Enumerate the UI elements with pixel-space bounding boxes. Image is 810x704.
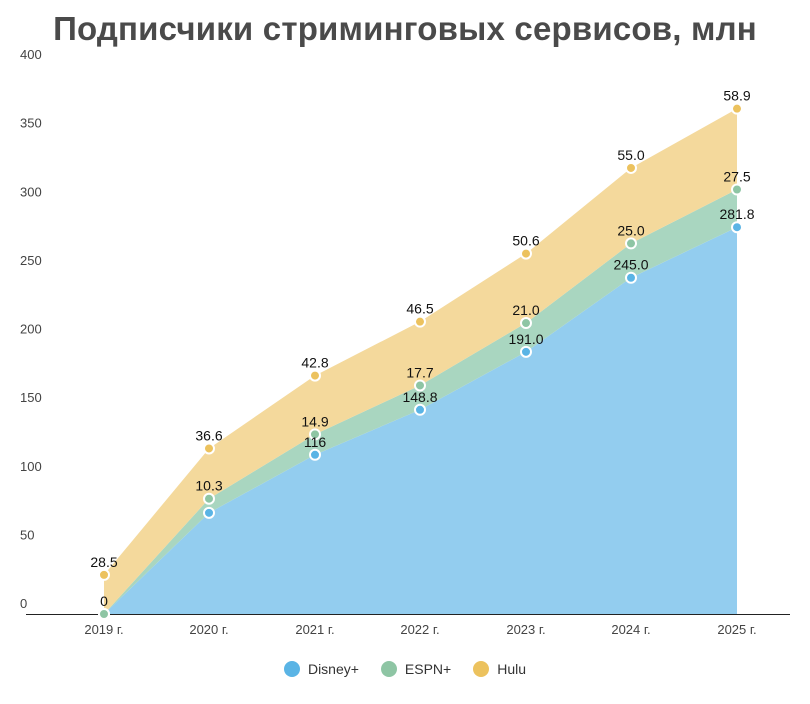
y-tick-label: 300: [20, 184, 42, 199]
legend-swatch-espn-: [380, 661, 397, 677]
x-tick-label: 2024 г.: [611, 622, 650, 637]
x-tick-label: 2025 г.: [717, 622, 756, 637]
y-tick-label: 50: [20, 527, 34, 542]
series-areas: [104, 108, 737, 615]
point-espn-: [625, 237, 637, 250]
point-espn-: [414, 379, 426, 392]
legend-swatch-disney-: [283, 661, 300, 677]
point-hulu: [414, 315, 426, 328]
point-espn-: [98, 608, 110, 620]
x-tick-label: 2020 г.: [189, 622, 228, 637]
data-label-espn-: 27.5: [723, 168, 750, 184]
legend-label-hulu: Hulu: [497, 661, 527, 677]
data-label-hulu: 50.6: [512, 233, 539, 249]
area-espn-: [104, 189, 737, 614]
legend-label-espn-: ESPN+: [404, 661, 452, 677]
data-label-disney-: 245.0: [613, 257, 648, 273]
point-disney-: [203, 506, 215, 519]
y-tick-label: 0: [20, 596, 27, 611]
point-disney-: [731, 221, 743, 234]
data-label-hulu: 58.9: [723, 88, 750, 104]
y-tick-label: 100: [20, 459, 42, 474]
point-espn-: [520, 317, 532, 330]
data-label-hulu: 46.5: [406, 301, 433, 317]
data-label-espn-: 25.0: [617, 222, 644, 238]
data-points: [98, 102, 743, 620]
area-disney-: [104, 227, 737, 615]
point-hulu: [625, 161, 637, 174]
data-labels: 116 148.8 191.0 245.0 281.8 0 10.3 14.9 17.7 21.0…: [90, 88, 754, 609]
y-tick-label: 350: [20, 116, 42, 131]
y-tick-label: 250: [20, 253, 42, 268]
data-label-espn-: 17.7: [406, 364, 433, 380]
legend: Disney+ ESPN+ Hulu: [0, 661, 810, 677]
point-disney-: [520, 345, 532, 358]
legend-item-espn-: ESPN+: [380, 661, 452, 677]
data-label-espn-: 21.0: [512, 302, 539, 318]
data-label-espn-: 10.3: [195, 478, 222, 494]
data-label-hulu: 36.6: [195, 427, 222, 443]
point-espn-: [731, 183, 743, 196]
data-label-disney-: 191.0: [508, 331, 543, 347]
data-label-hulu: 28.5: [90, 554, 117, 570]
point-disney-: [625, 271, 637, 284]
legend-item-hulu: Hulu: [473, 661, 526, 677]
data-label-hulu: 55.0: [617, 147, 644, 163]
point-espn-: [309, 428, 321, 441]
legend-label-disney-: Disney+: [307, 661, 359, 677]
data-label-espn-: 14.9: [301, 413, 328, 429]
x-tick-label: 2023 г.: [506, 622, 545, 637]
axes: 0 50 100 150 200 250 300 350 400 2019 г. 2020 г. 20…: [20, 47, 790, 637]
data-label-disney-: 148.8: [402, 389, 437, 405]
y-tick-label: 150: [20, 390, 42, 405]
point-hulu: [309, 369, 321, 382]
data-label-disney-: 281.8: [719, 206, 754, 222]
y-tick-label: 400: [20, 47, 42, 62]
point-hulu: [731, 102, 743, 115]
point-disney-: [309, 448, 321, 461]
x-tick-label: 2022 г.: [400, 622, 439, 637]
data-label-espn-: 0: [100, 593, 108, 609]
x-tick-label: 2019 г.: [84, 622, 123, 637]
legend-item-disney-: Disney+: [283, 661, 359, 677]
point-hulu: [520, 247, 532, 260]
area-hulu: [104, 108, 737, 614]
point-hulu: [203, 442, 215, 455]
y-tick-label: 200: [20, 322, 42, 337]
point-hulu: [98, 568, 110, 581]
point-disney-: [414, 403, 426, 416]
data-label-disney-: 116: [304, 434, 327, 450]
point-espn-: [203, 492, 215, 505]
chart-title: Подписчики стриминговых сервисов, млн: [53, 10, 757, 47]
legend-swatch-hulu: [473, 661, 490, 677]
x-tick-label: 2021 г.: [295, 622, 334, 637]
data-label-hulu: 42.8: [301, 355, 328, 371]
